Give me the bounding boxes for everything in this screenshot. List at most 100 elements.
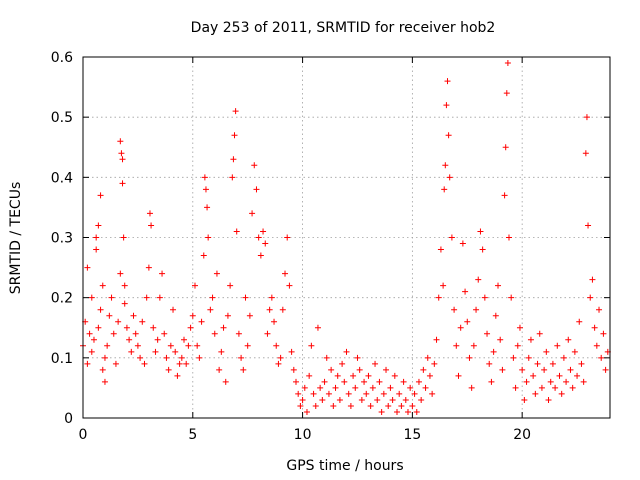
data-point [303,408,310,415]
data-point [462,288,469,295]
data-point [196,354,203,361]
data-point [123,324,130,331]
data-point [213,270,220,277]
grid-lines [83,57,610,418]
data-point [598,354,605,361]
data-point [486,360,493,367]
data-point [170,306,177,313]
data-point [556,372,563,379]
data-point [492,312,499,319]
data-point [475,276,482,283]
data-point [277,354,284,361]
data-point [218,348,225,355]
data-point [194,342,201,349]
data-point [543,348,550,355]
y-tick-label: 0.4 [51,170,73,186]
data-point [443,102,450,109]
data-point [238,354,245,361]
data-point [328,366,335,373]
data-point [93,234,100,241]
data-point [602,366,609,373]
data-point [549,360,556,367]
data-point [119,156,126,163]
data-point [97,306,104,313]
data-point [554,342,561,349]
data-point [216,366,223,373]
data-point [345,390,352,397]
data-point [350,372,357,379]
data-point [415,378,422,385]
data-point [222,378,229,385]
data-point [380,390,387,397]
data-point [341,378,348,385]
x-tick-label: 20 [513,427,531,443]
y-tick-label: 0.5 [51,110,73,126]
data-point [587,294,594,301]
data-point [154,336,161,343]
data-point [139,318,146,325]
x-tick-label: 15 [403,427,421,443]
data-point [95,324,102,331]
data-point [232,108,239,115]
data-point [565,336,572,343]
data-point [422,384,429,391]
data-point [563,378,570,385]
data-point [495,282,502,289]
data-point [394,408,401,415]
data-point [361,378,368,385]
data-point [227,282,234,289]
data-point [99,366,106,373]
data-point [569,384,576,391]
data-point [501,192,508,199]
data-point [268,294,275,301]
data-point [159,270,166,277]
data-point [336,396,343,403]
data-point [600,330,607,337]
data-point [523,378,530,385]
data-point [552,384,559,391]
data-point [516,324,523,331]
data-point [332,384,339,391]
data-point [266,306,273,313]
data-point [104,342,111,349]
data-point [178,354,185,361]
x-tick-label: 0 [79,427,88,443]
data-point [532,390,539,397]
data-point [407,384,414,391]
data-point [205,234,212,241]
data-point [146,210,153,217]
data-point [347,402,354,409]
data-point [404,408,411,415]
data-point [387,384,394,391]
data-point [502,144,509,151]
data-point [365,372,372,379]
data-point [143,294,150,301]
data-point [118,150,125,157]
data-point [578,360,585,367]
data-point [429,390,436,397]
data-point [207,306,214,313]
data-point [150,324,157,331]
data-point [499,366,506,373]
data-point [497,336,504,343]
data-point [354,354,361,361]
data-point [383,366,390,373]
data-point [369,384,376,391]
data-point [260,228,267,235]
data-point [246,312,253,319]
data-point [141,360,148,367]
data-point [93,246,100,253]
data-point [466,354,473,361]
data-point [314,324,321,331]
data-point [240,366,247,373]
data-point [541,366,548,373]
data-point [437,246,444,253]
data-point [134,342,141,349]
data-point [229,174,236,181]
data-point [119,180,126,187]
data-points [80,60,611,415]
data-point [426,372,433,379]
data-point [120,234,127,241]
data-point [464,318,471,325]
